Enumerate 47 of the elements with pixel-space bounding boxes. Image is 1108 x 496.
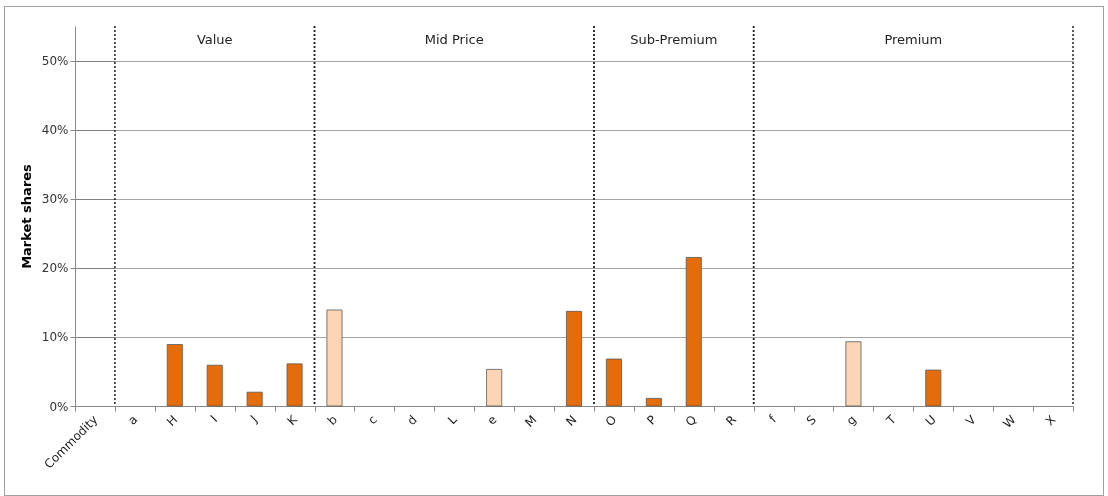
- bar: [605, 358, 622, 407]
- y-tick-label: 30%: [41, 192, 69, 207]
- y-tick-label: 0%: [49, 399, 69, 414]
- x-tick-label: O: [602, 412, 620, 430]
- x-tick-label: W: [1000, 412, 1019, 431]
- x-tick-label: P: [644, 412, 660, 428]
- x-tick-label: L: [445, 412, 460, 428]
- x-tick-label: e: [484, 412, 500, 428]
- x-tick-label: U: [922, 412, 939, 429]
- bar: [566, 310, 582, 407]
- bar: [486, 368, 503, 407]
- band-label: Sub-Premium: [630, 32, 718, 47]
- y-axis-title: Market shares: [18, 163, 34, 269]
- x-tick-label: K: [284, 411, 301, 429]
- bar: [206, 364, 223, 407]
- band-label: Premium: [884, 32, 943, 47]
- x-tick-label: N: [563, 412, 580, 429]
- bar: [645, 398, 662, 407]
- bar: [286, 363, 303, 407]
- band-label: Value: [196, 32, 233, 47]
- x-tick-label: M: [522, 412, 540, 430]
- x-tick-label: g: [843, 412, 859, 428]
- x-tick-label: J: [246, 412, 261, 426]
- y-tick-label: 20%: [41, 261, 69, 276]
- bar: [326, 309, 343, 407]
- x-tick-label: V: [962, 412, 980, 429]
- bar: [685, 257, 702, 407]
- bar: [166, 344, 183, 407]
- x-tick-label: T: [883, 412, 900, 429]
- x-tick-label: d: [404, 412, 420, 428]
- y-tick-label: 40%: [41, 123, 69, 138]
- x-tick-label: a: [125, 412, 141, 428]
- x-tick-label: Q: [682, 412, 700, 430]
- x-tick-label: R: [723, 412, 740, 429]
- bar: [845, 341, 862, 407]
- x-tick-label: c: [365, 412, 380, 428]
- bar: [246, 391, 263, 407]
- bar: [925, 369, 942, 407]
- x-tick-label: b: [324, 412, 340, 428]
- band-label: Mid Price: [424, 32, 484, 47]
- x-tick-label: X: [1042, 412, 1059, 429]
- y-tick-label: 10%: [41, 330, 69, 345]
- y-tick-label: 50%: [41, 54, 69, 69]
- x-tick-label: f: [766, 412, 780, 426]
- x-tick-label: I: [207, 412, 221, 425]
- x-tick-label: H: [163, 412, 181, 429]
- x-tick-label: S: [803, 412, 819, 428]
